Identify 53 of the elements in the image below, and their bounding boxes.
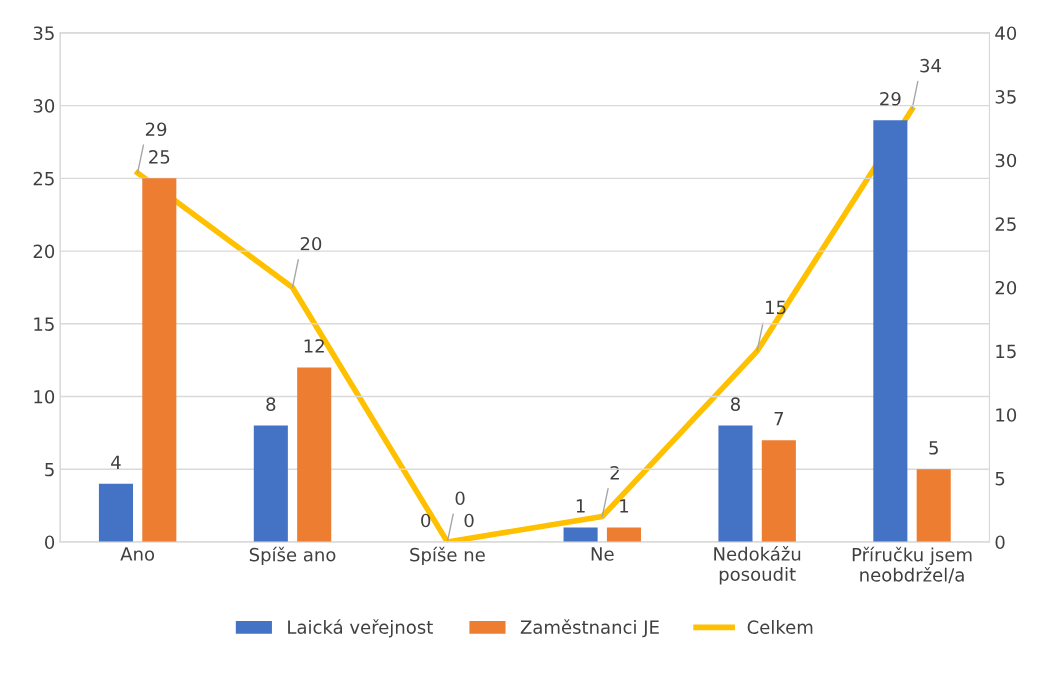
y2-tick-label: 35 — [995, 90, 1016, 104]
y-tick-label: 20 — [33, 244, 55, 259]
data-label: 4 — [111, 455, 121, 469]
bar — [761, 440, 796, 542]
y-tick-label: 30 — [33, 99, 55, 113]
data-label: 25 — [149, 150, 170, 164]
data-label: 0 — [421, 513, 431, 528]
y2-tick-label: 30 — [995, 153, 1017, 168]
y-tick-label: 10 — [34, 389, 55, 404]
y-tick-label: 25 — [33, 171, 54, 186]
y-tick-label: 15 — [34, 317, 54, 331]
data-label: 1 — [576, 499, 585, 513]
bar — [563, 527, 598, 542]
data-label: 1 — [620, 499, 629, 513]
y2-tick-label: 20 — [995, 280, 1017, 295]
data-label: 20 — [300, 236, 322, 251]
y2-tick-label: 0 — [995, 535, 1005, 550]
data-label: 34 — [920, 58, 941, 73]
data-label: 0 — [455, 491, 465, 506]
legend-label: Laická veřejnost — [288, 619, 433, 638]
y2-tick-label: 15 — [996, 344, 1016, 359]
data-label: 5 — [929, 441, 938, 455]
y-tick-label: 35 — [33, 26, 54, 41]
y2-tick-label: 40 — [995, 26, 1017, 41]
y-tick-label: 5 — [45, 462, 54, 477]
x-tick-label: Nedokážu posoudit — [714, 546, 801, 585]
data-label: 8 — [730, 397, 740, 411]
x-tick-label: Příručku jsem neobdržel/a — [852, 546, 972, 584]
data-label: 7 — [774, 412, 784, 426]
bar — [873, 120, 908, 542]
y-tick-label: 0 — [45, 535, 55, 550]
bar — [606, 527, 641, 542]
bar — [142, 178, 177, 542]
x-tick-label: Ne — [591, 547, 614, 561]
bar — [253, 425, 288, 542]
legend-label: Zaměstnanci JE — [520, 619, 659, 638]
x-tick-label: Ano — [120, 547, 155, 561]
y2-tick-label: 5 — [995, 472, 1005, 486]
data-label: 12 — [304, 339, 324, 353]
x-tick-label: Spíše ano — [249, 546, 336, 565]
bar — [718, 425, 753, 542]
x-tick-label: Spíše ne — [410, 546, 485, 565]
legend-label: Celkem — [747, 619, 813, 634]
y2-tick-label: 25 — [995, 217, 1016, 231]
data-label: 29 — [145, 122, 167, 137]
bar — [98, 483, 133, 542]
data-label: 29 — [880, 91, 901, 106]
data-label: 2 — [610, 466, 619, 480]
y2-tick-label: 10 — [996, 408, 1017, 422]
bar — [297, 367, 332, 542]
bar — [916, 469, 951, 542]
data-label: 8 — [266, 397, 276, 411]
data-label: 0 — [464, 513, 474, 528]
